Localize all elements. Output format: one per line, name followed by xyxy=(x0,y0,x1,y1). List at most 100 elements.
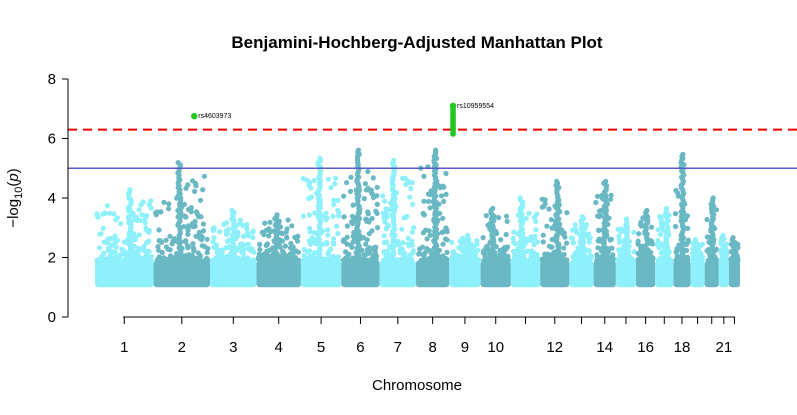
snp-point xyxy=(184,253,190,259)
snp-point xyxy=(408,256,414,262)
chromosome-5-base-band xyxy=(300,260,342,288)
snp-point xyxy=(265,257,271,264)
snp-point xyxy=(617,252,623,258)
chromosome-14-points xyxy=(593,178,617,288)
chromosome-21-base-band xyxy=(718,260,729,288)
snp-point xyxy=(181,201,188,207)
snp-point xyxy=(190,241,196,247)
snp-point xyxy=(203,257,209,264)
snp-point xyxy=(116,257,122,264)
snp-point xyxy=(579,214,586,220)
snp-point xyxy=(635,238,641,244)
chromosome-22-points xyxy=(728,235,741,288)
chromosome-13-points xyxy=(568,214,594,288)
snp-point xyxy=(102,210,108,216)
snp-point xyxy=(118,221,124,227)
x-axis-label: Chromosome xyxy=(372,377,462,394)
snp-point xyxy=(570,240,577,246)
snp-point xyxy=(341,214,347,220)
snp-point xyxy=(257,241,263,247)
snp-point xyxy=(244,225,250,232)
snp-point xyxy=(192,257,198,263)
x-tick-label: 18 xyxy=(674,339,691,356)
snp-point xyxy=(588,253,594,259)
snp-point xyxy=(441,184,447,190)
snp-point xyxy=(192,218,198,225)
snp-point xyxy=(330,213,336,219)
snp-point xyxy=(205,246,211,252)
snp-point xyxy=(407,194,413,200)
chromosome-8-base-band xyxy=(415,260,450,288)
snp-point xyxy=(401,215,407,221)
snp-point xyxy=(140,199,146,205)
snp-point xyxy=(142,220,148,226)
snp-point xyxy=(503,231,509,238)
snp-point xyxy=(408,185,414,192)
snp-point xyxy=(630,257,636,264)
snp-point xyxy=(361,196,367,202)
snp-point xyxy=(526,210,532,216)
chromosome-15-points xyxy=(615,216,637,288)
snp-point xyxy=(560,252,566,258)
snp-point xyxy=(344,180,350,186)
snp-point xyxy=(223,245,229,251)
snp-point xyxy=(199,234,205,240)
snp-point xyxy=(156,247,162,253)
chromosome-7-base-band xyxy=(379,260,416,288)
snp-point xyxy=(403,182,409,188)
snp-point xyxy=(199,243,205,249)
snp-point xyxy=(443,191,449,197)
snp-point xyxy=(597,257,604,263)
snp-point xyxy=(730,235,736,241)
snp-point xyxy=(511,240,517,246)
snp-point xyxy=(334,223,340,229)
snp-point xyxy=(190,178,196,184)
snp-point xyxy=(250,235,256,241)
snp-point xyxy=(449,257,455,264)
snp-point xyxy=(167,247,173,253)
snp-point xyxy=(266,233,272,239)
threshold-lines xyxy=(68,128,797,169)
snp-point xyxy=(685,237,691,243)
snp-point xyxy=(262,220,268,226)
snp-point xyxy=(539,196,545,202)
snp-point xyxy=(325,232,331,238)
snp-point xyxy=(267,219,273,225)
snp-point xyxy=(221,221,227,227)
y-axis-label-var: p xyxy=(5,173,22,182)
snp-point xyxy=(204,250,210,256)
snp-point xyxy=(366,231,372,237)
snp-point xyxy=(680,151,686,157)
snp-point xyxy=(261,253,267,259)
snp-point xyxy=(200,187,206,193)
chromosome-12-base-band xyxy=(540,260,570,288)
snp-point xyxy=(449,239,455,245)
snp-point xyxy=(399,226,405,232)
snp-point xyxy=(331,197,337,203)
snp-point xyxy=(268,254,274,260)
x-tick-label: 4 xyxy=(275,339,283,356)
snp-point xyxy=(596,227,602,233)
snp-point xyxy=(200,228,207,234)
snp-point xyxy=(610,252,616,258)
snp-point xyxy=(483,255,489,261)
snp-point xyxy=(264,248,270,254)
snp-point xyxy=(96,245,103,251)
snp-point xyxy=(183,185,189,191)
snp-point xyxy=(383,239,389,245)
snp-point xyxy=(219,247,225,253)
snp-point xyxy=(561,245,567,251)
snp-point xyxy=(335,197,341,204)
snp-point xyxy=(513,252,519,258)
chromosome-19-base-band xyxy=(690,260,705,288)
snp-point xyxy=(607,237,613,243)
snp-point xyxy=(341,237,347,243)
snp-point xyxy=(384,214,390,220)
snp-point xyxy=(657,231,664,238)
snp-point xyxy=(237,217,243,223)
snp-point xyxy=(362,181,368,187)
chromosome-4-base-band xyxy=(256,260,301,288)
chromosome-15-base-band xyxy=(615,260,637,288)
x-tick-label: 5 xyxy=(317,339,325,356)
snp-point xyxy=(426,191,432,197)
